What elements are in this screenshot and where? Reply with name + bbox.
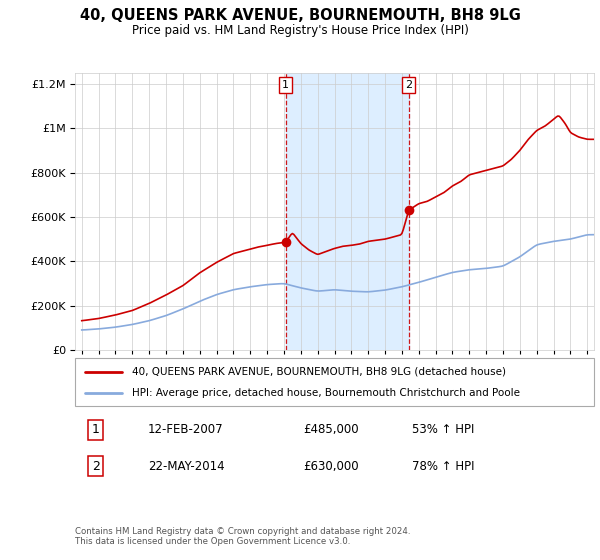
Text: 22-MAY-2014: 22-MAY-2014	[148, 460, 224, 473]
Bar	[286, 73, 409, 350]
Text: Contains HM Land Registry data © Crown copyright and database right 2024.
This d: Contains HM Land Registry data © Crown c…	[75, 526, 410, 546]
FancyBboxPatch shape	[75, 358, 594, 406]
Text: HPI: Average price, detached house, Bournemouth Christchurch and Poole: HPI: Average price, detached house, Bour…	[132, 388, 520, 398]
Text: £630,000: £630,000	[304, 460, 359, 473]
Text: 2: 2	[92, 460, 100, 473]
Text: 1: 1	[92, 423, 100, 436]
Text: 40, QUEENS PARK AVENUE, BOURNEMOUTH, BH8 9LG (detached house): 40, QUEENS PARK AVENUE, BOURNEMOUTH, BH8…	[132, 367, 506, 377]
Text: 40, QUEENS PARK AVENUE, BOURNEMOUTH, BH8 9LG: 40, QUEENS PARK AVENUE, BOURNEMOUTH, BH8…	[80, 8, 520, 24]
Text: 2: 2	[405, 80, 412, 90]
Text: 12-FEB-2007: 12-FEB-2007	[148, 423, 223, 436]
Text: £485,000: £485,000	[304, 423, 359, 436]
Text: 1: 1	[282, 80, 289, 90]
Text: Price paid vs. HM Land Registry's House Price Index (HPI): Price paid vs. HM Land Registry's House …	[131, 24, 469, 36]
Text: 78% ↑ HPI: 78% ↑ HPI	[412, 460, 475, 473]
Text: 53% ↑ HPI: 53% ↑ HPI	[412, 423, 475, 436]
